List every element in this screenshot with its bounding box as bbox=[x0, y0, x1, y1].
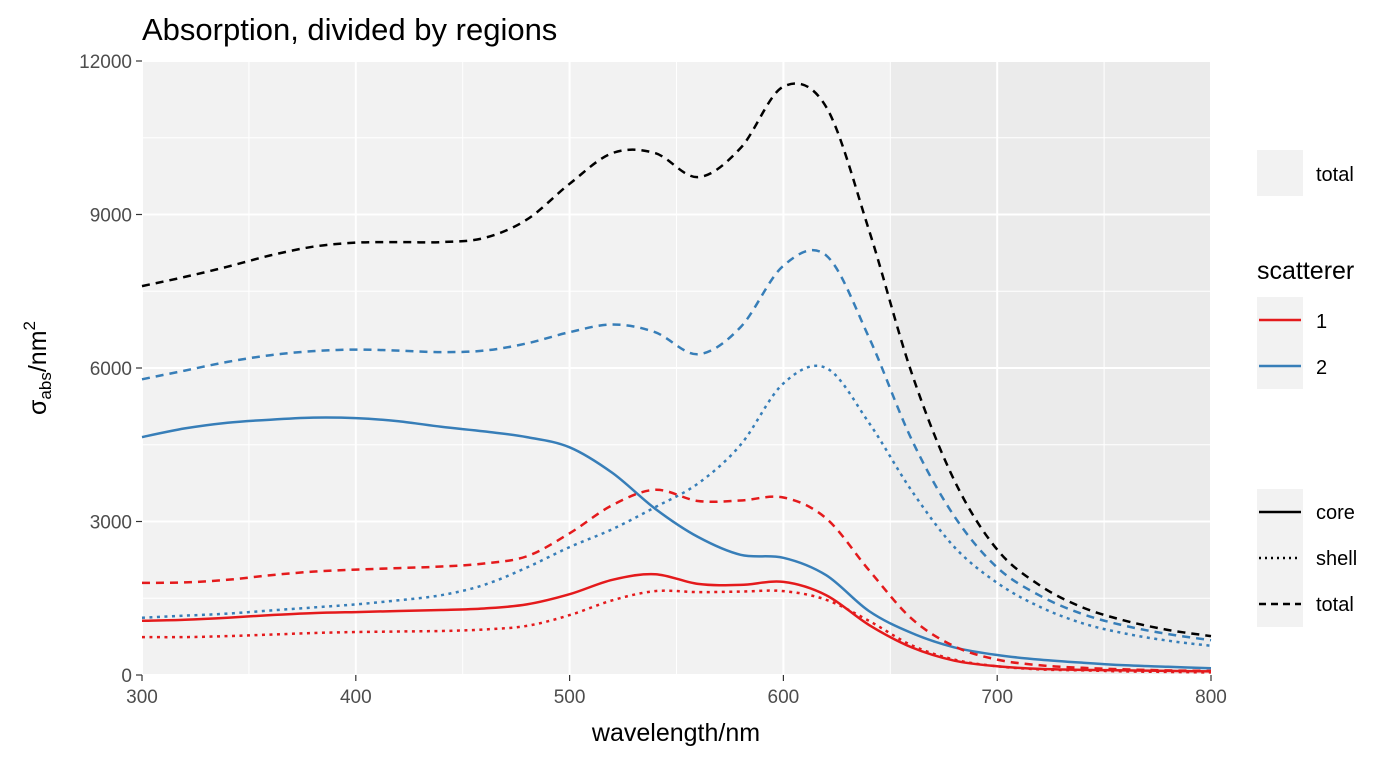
chart-title: Absorption, divided by regions bbox=[142, 12, 557, 47]
plot-panel bbox=[141, 60, 1212, 676]
y-tick-label: 9000 bbox=[90, 206, 132, 227]
legend-label-2: 2 bbox=[1316, 357, 1327, 379]
legend-fill-label: total bbox=[1316, 164, 1354, 186]
x-axis-title-main: wavelength bbox=[591, 719, 718, 747]
series-line-total-total bbox=[141, 82, 1212, 638]
y-axis-title-unit: nm bbox=[24, 330, 52, 365]
x-axis-title-slash: / bbox=[718, 719, 725, 747]
series-line-2-core bbox=[141, 416, 1212, 670]
series-line-2-shell bbox=[141, 364, 1212, 648]
legend-label-total: total bbox=[1316, 594, 1354, 616]
x-tick-label: 300 bbox=[126, 687, 158, 708]
y-axis-title: σabs/nm2 bbox=[20, 321, 55, 415]
series-layer bbox=[141, 82, 1212, 674]
x-tick-label: 500 bbox=[554, 687, 586, 708]
x-axis: 300 400 500 600 700 800 bbox=[126, 675, 1227, 708]
y-axis-title-exponent: 2 bbox=[20, 321, 39, 330]
legend-label-1: 1 bbox=[1316, 311, 1327, 333]
y-tick-label: 6000 bbox=[90, 359, 132, 380]
y-tick-label: 12000 bbox=[79, 52, 132, 73]
legend-fill-key bbox=[1257, 150, 1303, 196]
x-tick-label: 400 bbox=[340, 687, 372, 708]
legend-scatterer-title: scatterer bbox=[1257, 257, 1354, 285]
y-axis: 0 3000 6000 9000 12000 bbox=[79, 52, 142, 687]
y-axis-title-slash: / bbox=[24, 365, 52, 372]
minor-grid bbox=[142, 61, 1211, 675]
series-line-1-shell bbox=[141, 589, 1212, 674]
legend-label-core: core bbox=[1316, 502, 1355, 524]
y-tick-label: 0 bbox=[121, 666, 132, 687]
x-tick-label: 600 bbox=[768, 687, 800, 708]
legend: total scatterer 1 2 core shell total bbox=[1257, 150, 1357, 627]
y-axis-title-symbol: σ bbox=[24, 399, 52, 415]
y-axis-title-subscript: abs bbox=[36, 372, 55, 399]
series-line-2-total bbox=[141, 249, 1212, 642]
x-tick-label: 700 bbox=[981, 687, 1013, 708]
x-axis-title: wavelength/nm bbox=[591, 719, 760, 747]
x-tick-label: 800 bbox=[1195, 687, 1227, 708]
major-grid bbox=[141, 60, 1212, 676]
y-tick-label: 3000 bbox=[90, 513, 132, 534]
x-axis-title-unit: nm bbox=[725, 719, 760, 747]
legend-label-shell: shell bbox=[1316, 548, 1357, 570]
